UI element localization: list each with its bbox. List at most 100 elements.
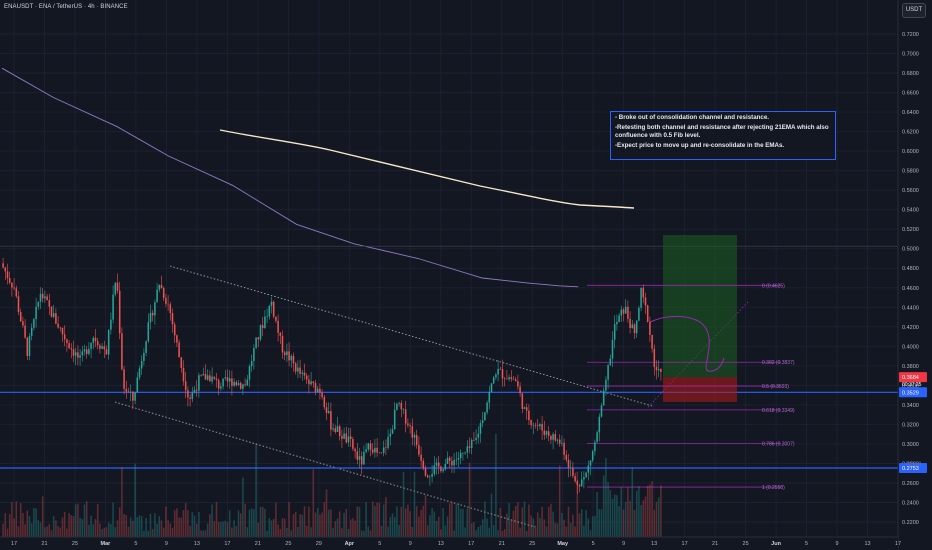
candle-body (325, 407, 328, 414)
volume-bar (470, 523, 473, 537)
volume-bar (499, 507, 502, 537)
candle-body (118, 290, 121, 334)
candle-body (442, 469, 444, 472)
volume-bar (57, 526, 59, 537)
volume-bar (512, 510, 515, 537)
volume-bar (321, 512, 323, 537)
volume-bar (343, 512, 345, 537)
volume-bar (649, 484, 651, 537)
candle-body (433, 465, 436, 474)
volume-bar (134, 463, 136, 537)
candle-body (618, 315, 620, 323)
volume-bar (2, 523, 4, 537)
candle-body (85, 349, 88, 355)
candle-body (565, 454, 568, 460)
candle-body (26, 337, 29, 356)
candle-body (572, 467, 574, 477)
volume-bar (303, 506, 306, 537)
volume-bar (448, 503, 451, 537)
candle-body (127, 391, 130, 393)
time-tick-label: May (557, 541, 569, 547)
volume-bar (503, 529, 506, 537)
volume-bar (565, 526, 568, 537)
volume-bar (629, 500, 631, 537)
currency-button[interactable]: USDT (902, 3, 926, 18)
volume-bar (112, 502, 114, 537)
candle-body (233, 381, 235, 386)
volume-bar (33, 508, 35, 537)
volume-bar (508, 503, 510, 537)
candle-body (385, 447, 387, 449)
volume-bar (85, 501, 88, 537)
candle-body (222, 378, 224, 387)
volume-bar (121, 467, 123, 537)
candle-body (169, 304, 172, 314)
candle-body (481, 420, 484, 423)
volume-bar (651, 481, 653, 537)
volume-bar (132, 520, 134, 537)
candle-body (310, 381, 312, 385)
volume-bar (149, 513, 152, 537)
volume-bar (198, 511, 200, 537)
level-upper-tag-bg (899, 387, 927, 398)
volume-bar (459, 508, 462, 537)
candle-body (407, 423, 409, 426)
candle-body (253, 348, 255, 362)
candle-body (387, 436, 389, 448)
volume-bar (275, 502, 277, 537)
candle-body (279, 332, 282, 336)
candle-body (72, 349, 75, 356)
candle-body (52, 313, 55, 317)
volume-bar (13, 518, 15, 537)
volume-bar (569, 522, 572, 537)
price-tick-label: 0.5200 (902, 227, 919, 233)
volume-bar (288, 501, 290, 537)
volume-bar (11, 501, 13, 537)
volume-bar (334, 521, 337, 537)
candle-body (63, 334, 66, 340)
volume-bar (200, 530, 202, 537)
price-tick-label: 0.5000 (902, 247, 919, 253)
volume-bar (587, 518, 590, 537)
volume-bar (341, 528, 343, 537)
candle-body (116, 282, 119, 291)
time-tick-label: 13 (194, 541, 200, 547)
volume-bar (640, 504, 642, 537)
volume-bar (446, 516, 449, 537)
candle-body (242, 384, 244, 389)
volume-bar (127, 526, 130, 537)
candle-body (33, 319, 35, 328)
volume-bar (358, 506, 361, 537)
time-tick-label: 25 (72, 541, 78, 547)
candle-body (475, 437, 477, 440)
volume-bar (140, 516, 143, 537)
fib-level-label: 0.382 (0.3837) (762, 360, 795, 366)
volume-bar (457, 503, 460, 537)
volume-bar (528, 504, 530, 537)
volume-bar (74, 504, 77, 537)
volume-bar (345, 508, 348, 537)
volume-bar (521, 507, 524, 537)
candle-body (409, 425, 411, 427)
candle-body (600, 405, 603, 417)
candle-body (523, 407, 526, 409)
candle-body (446, 457, 449, 464)
candle-body (204, 373, 207, 380)
candle-body (431, 473, 433, 477)
candle-body (561, 442, 563, 444)
candle-body (129, 391, 132, 393)
volume-bar (517, 502, 519, 537)
volume-bar (327, 509, 330, 537)
candle-body (30, 327, 33, 337)
volume-bar (539, 517, 541, 537)
candle-body (257, 337, 260, 340)
volume-bar (79, 517, 81, 537)
time-tick-label: 13 (438, 541, 444, 547)
candle-body (358, 456, 361, 460)
candle-body (635, 320, 638, 334)
candle-body (105, 349, 108, 355)
position-stop-zone (663, 377, 737, 402)
candle-body (149, 312, 152, 323)
price-tick-label: 0.3400 (902, 403, 919, 409)
